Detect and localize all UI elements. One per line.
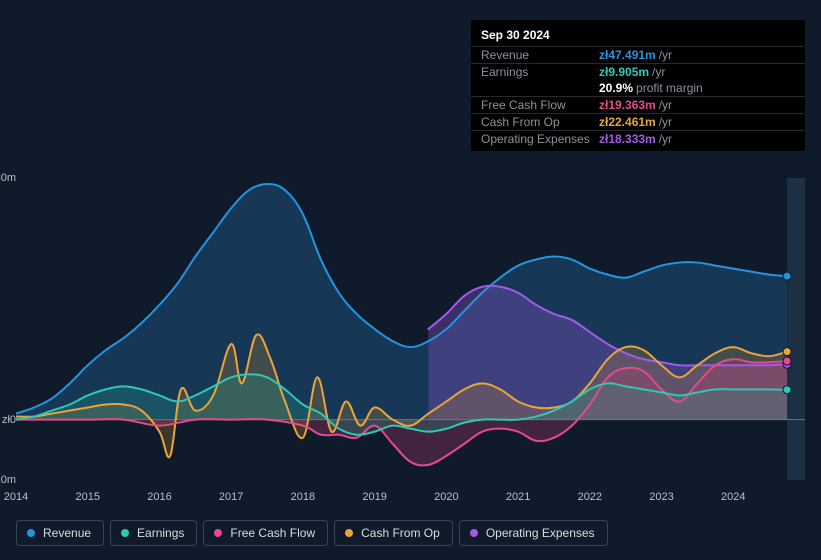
tooltip-row-value: zł47.491m [599, 48, 656, 62]
legend-item-revenue[interactable]: Revenue [16, 520, 104, 546]
x-axis-label: 2018 [291, 491, 315, 503]
tooltip-row-unit: /yr [659, 98, 672, 112]
legend-item-label: Operating Expenses [486, 526, 595, 540]
series-end-marker-revenue [783, 272, 791, 280]
tooltip-row-label: Free Cash Flow [481, 98, 599, 112]
legend-dot-icon [470, 529, 478, 537]
x-axis-label: 2022 [578, 491, 602, 503]
x-axis-label: 2016 [147, 491, 171, 503]
legend-item-earnings[interactable]: Earnings [110, 520, 197, 546]
tooltip-row: Cash From Opzł22.461m/yr [471, 113, 805, 130]
tooltip-row-label: Revenue [481, 48, 599, 62]
y-axis-label: -zł20m [0, 474, 20, 486]
legend-item-label: Earnings [137, 526, 184, 540]
tooltip-row: Revenuezł47.491m/yr [471, 46, 805, 63]
financials-chart[interactable]: zł80mzł0-zł20m 2014201520162017201820192… [16, 160, 805, 485]
tooltip-row-value: zł19.363m [599, 98, 656, 112]
tooltip-row: Earningszł9.905m/yr [471, 63, 805, 80]
legend-item-cash_op[interactable]: Cash From Op [334, 520, 453, 546]
tooltip-row-value: zł9.905m [599, 65, 649, 79]
x-axis-label: 2017 [219, 491, 243, 503]
legend-dot-icon [27, 529, 35, 537]
tooltip-date: Sep 30 2024 [471, 26, 805, 46]
tooltip-row-value: zł18.333m [599, 132, 656, 146]
tooltip-row-value: 20.9% [599, 81, 633, 95]
x-axis-label: 2015 [75, 491, 99, 503]
tooltip-row-value: zł22.461m [599, 115, 656, 129]
y-axis-label: zł80m [0, 172, 20, 184]
tooltip-row-unit: /yr [652, 65, 665, 79]
x-axis-label: 2020 [434, 491, 458, 503]
legend-item-label: Cash From Op [361, 526, 440, 540]
tooltip-row-unit: /yr [659, 115, 672, 129]
legend-item-label: Free Cash Flow [230, 526, 315, 540]
x-axis-label: 2023 [649, 491, 673, 503]
series-end-marker-fcf [783, 357, 791, 365]
legend-dot-icon [214, 529, 222, 537]
x-axis-label: 2024 [721, 491, 745, 503]
legend-dot-icon [345, 529, 353, 537]
tooltip-row: Free Cash Flowzł19.363m/yr [471, 96, 805, 113]
tooltip-row-unit: /yr [659, 48, 672, 62]
chart-tooltip: Sep 30 2024 Revenuezł47.491m/yrEarningsz… [471, 20, 805, 151]
legend-item-fcf[interactable]: Free Cash Flow [203, 520, 328, 546]
series-end-marker-earnings [783, 386, 791, 394]
y-axis-label: zł0 [2, 414, 20, 426]
legend-item-label: Revenue [43, 526, 91, 540]
tooltip-row-label: Operating Expenses [481, 132, 599, 146]
tooltip-row-unit: profit margin [636, 81, 703, 95]
x-axis-label: 2019 [362, 491, 386, 503]
tooltip-row-label: Cash From Op [481, 115, 599, 129]
legend-item-opex[interactable]: Operating Expenses [459, 520, 608, 546]
tooltip-row-unit: /yr [659, 132, 672, 146]
tooltip-row: Operating Expenseszł18.333m/yr [471, 130, 805, 147]
chart-canvas [16, 160, 805, 480]
chart-legend: Revenue Earnings Free Cash Flow Cash From O… [16, 520, 608, 546]
series-end-marker-cash_op [783, 348, 791, 356]
legend-dot-icon [121, 529, 129, 537]
tooltip-row-label: Earnings [481, 65, 599, 79]
x-axis-label: 2021 [506, 491, 530, 503]
tooltip-row: 20.9%profit margin [471, 80, 805, 96]
x-axis-label: 2014 [4, 491, 28, 503]
